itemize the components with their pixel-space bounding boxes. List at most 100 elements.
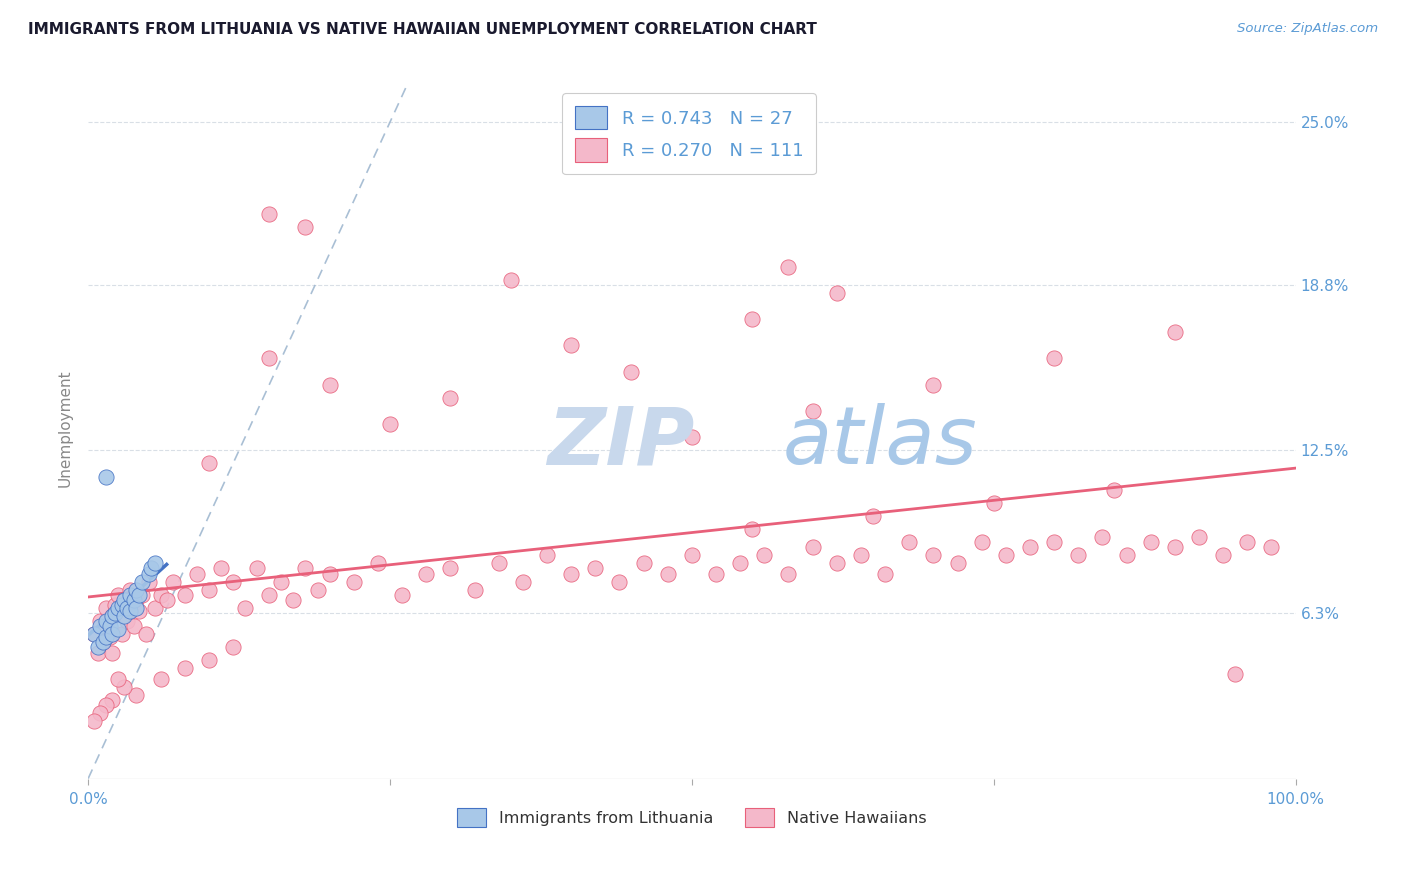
Point: [222, 574, 245, 589]
Point: [122, 619, 145, 633]
Point: [1188, 530, 1211, 544]
Point: [801, 541, 824, 555]
Point: [173, 588, 195, 602]
Point: [1019, 541, 1042, 555]
Point: [922, 549, 945, 563]
Point: [107, 588, 129, 602]
Text: Source: ZipAtlas.com: Source: ZipAtlas.com: [1237, 22, 1378, 36]
Point: [946, 556, 969, 570]
Point: [96, 619, 118, 633]
Point: [499, 272, 522, 286]
Point: [120, 603, 142, 617]
Text: atlas: atlas: [782, 403, 977, 481]
Point: [111, 627, 134, 641]
Point: [415, 566, 437, 581]
Point: [112, 593, 135, 607]
Point: [101, 646, 124, 660]
Point: [367, 556, 389, 570]
Point: [1139, 535, 1161, 549]
Point: [128, 603, 150, 617]
Point: [633, 556, 655, 570]
Point: [1164, 541, 1187, 555]
Point: [259, 351, 281, 366]
Point: [318, 377, 340, 392]
Point: [681, 430, 703, 444]
Point: [378, 417, 401, 431]
Point: [111, 599, 134, 613]
Point: [1236, 535, 1258, 549]
Point: [89, 706, 111, 720]
Point: [112, 608, 135, 623]
Point: [620, 365, 643, 379]
Point: [294, 220, 316, 235]
Point: [120, 582, 142, 597]
Point: [307, 582, 329, 597]
Point: [107, 622, 129, 636]
Point: [83, 627, 105, 641]
Point: [156, 593, 179, 607]
Legend: Immigrants from Lithuania, Native Hawaiians: Immigrants from Lithuania, Native Hawaii…: [451, 801, 932, 834]
Point: [778, 566, 800, 581]
Point: [125, 688, 148, 702]
Point: [83, 714, 105, 728]
Point: [488, 556, 510, 570]
Point: [464, 582, 486, 597]
Point: [825, 556, 848, 570]
Point: [391, 588, 413, 602]
Point: [128, 588, 150, 602]
Point: [131, 574, 153, 589]
Point: [681, 549, 703, 563]
Point: [91, 635, 114, 649]
Point: [186, 566, 208, 581]
Y-axis label: Unemployment: Unemployment: [58, 369, 72, 487]
Point: [898, 535, 921, 549]
Point: [728, 556, 751, 570]
Point: [198, 582, 221, 597]
Point: [922, 377, 945, 392]
Point: [198, 457, 221, 471]
Point: [107, 600, 129, 615]
Point: [1115, 549, 1137, 563]
Text: IMMIGRANTS FROM LITHUANIA VS NATIVE HAWAIIAN UNEMPLOYMENT CORRELATION CHART: IMMIGRANTS FROM LITHUANIA VS NATIVE HAWA…: [28, 22, 817, 37]
Point: [125, 600, 148, 615]
Point: [115, 614, 138, 628]
Point: [98, 630, 121, 644]
Point: [101, 608, 124, 623]
Point: [138, 574, 160, 589]
Point: [143, 600, 166, 615]
Point: [122, 593, 145, 607]
Point: [143, 556, 166, 570]
Point: [120, 588, 142, 602]
Point: [162, 574, 184, 589]
Point: [115, 600, 138, 615]
Point: [98, 619, 121, 633]
Point: [536, 549, 558, 563]
Point: [96, 698, 118, 712]
Point: [994, 549, 1017, 563]
Point: [1260, 541, 1282, 555]
Point: [560, 338, 582, 352]
Point: [294, 561, 316, 575]
Point: [1067, 549, 1090, 563]
Point: [91, 635, 114, 649]
Point: [970, 535, 993, 549]
Point: [233, 600, 256, 615]
Point: [873, 566, 896, 581]
Point: [609, 574, 631, 589]
Point: [583, 561, 606, 575]
Point: [135, 627, 157, 641]
Point: [125, 582, 148, 597]
Point: [439, 561, 461, 575]
Point: [283, 593, 305, 607]
Point: [1091, 530, 1114, 544]
Point: [741, 312, 763, 326]
Point: [87, 646, 110, 660]
Point: [101, 693, 124, 707]
Point: [849, 549, 872, 563]
Point: [1225, 666, 1247, 681]
Point: [778, 260, 800, 274]
Point: [96, 469, 118, 483]
Point: [149, 672, 172, 686]
Point: [270, 574, 292, 589]
Point: [96, 630, 118, 644]
